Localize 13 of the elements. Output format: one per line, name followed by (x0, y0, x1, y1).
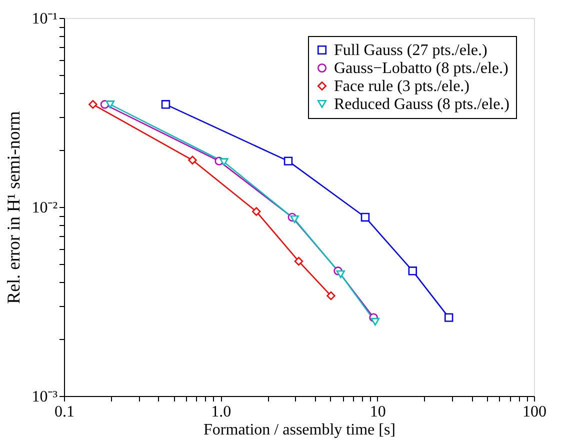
x-tick-label: 1.0 (211, 404, 232, 420)
x-tick-label: 100 (522, 404, 546, 420)
legend-label: Reduced Gauss (8 pts./ele.) (334, 96, 510, 113)
legend-label: Gauss−Lobatto (8 pts./ele.) (334, 60, 508, 77)
legend-label: Full Gauss (27 pts./ele.) (334, 42, 488, 59)
x-axis-title: Formation / assembly time [s] (204, 422, 396, 438)
y-axis-title: Rel. error in H¹ semi-norm (4, 111, 24, 304)
y-tick-label: 10⁻¹ (32, 10, 58, 28)
x-tick-label: 0.1 (54, 404, 74, 420)
x-tick-label: 10 (370, 404, 386, 420)
y-tick-label: 10⁻² (32, 200, 58, 216)
y-tick-label: 10⁻³ (32, 388, 58, 406)
legend-label: Face rule (3 pts./ele.) (334, 78, 470, 95)
